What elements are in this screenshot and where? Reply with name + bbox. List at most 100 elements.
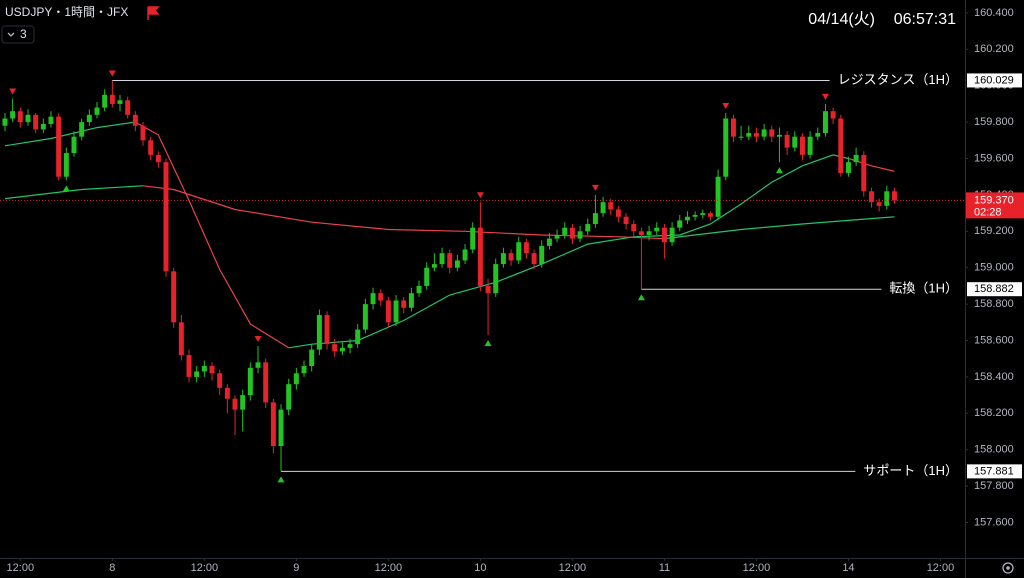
candle-body <box>807 136 813 155</box>
candle-body <box>332 344 338 352</box>
candle-body <box>861 154 867 192</box>
level-price-box <box>967 73 1022 88</box>
y-tick-label: 158.800 <box>974 298 1014 310</box>
candle-body <box>523 242 529 254</box>
candle-body <box>71 136 77 154</box>
y-tick-label: 157.800 <box>974 480 1014 492</box>
candle-body <box>316 315 322 350</box>
candle-body <box>761 129 767 137</box>
candle-body <box>592 213 598 225</box>
candle-body <box>232 398 238 410</box>
y-tick-label: 159.000 <box>974 262 1014 274</box>
candle-body <box>370 293 376 305</box>
countdown: 02:28 <box>974 206 1002 218</box>
y-tick-label: 158.000 <box>974 444 1014 456</box>
y-tick-label: 160.200 <box>974 43 1014 55</box>
candle-body <box>286 384 292 410</box>
candle-body <box>270 402 276 447</box>
pivot-high-marker <box>476 192 484 199</box>
candle-body <box>769 129 775 137</box>
candle-body <box>109 94 115 104</box>
candle-body <box>424 267 430 286</box>
y-tick-label: 158.400 <box>974 371 1014 383</box>
x-tick-label: 12:00 <box>559 562 587 574</box>
candle-body <box>255 362 261 368</box>
candle-body <box>224 387 230 399</box>
y-tick-label: 157.600 <box>974 516 1014 528</box>
candle-body <box>293 373 299 385</box>
candle-body <box>25 114 31 123</box>
candle-body <box>738 136 744 138</box>
candle-body <box>186 355 192 377</box>
candle-body <box>362 304 368 330</box>
candle-body <box>631 224 637 232</box>
candle-body <box>56 116 62 177</box>
candle-body <box>638 231 644 235</box>
candle-body <box>309 349 315 366</box>
date: 04/14(火) <box>808 11 875 28</box>
candle-body <box>684 216 690 221</box>
pivot-high-marker <box>821 93 829 100</box>
candle-body <box>393 300 399 323</box>
candle-body <box>723 118 729 177</box>
level-price: 158.882 <box>974 283 1014 295</box>
flag-icon[interactable] <box>147 6 160 20</box>
settings-button[interactable] <box>1002 562 1014 574</box>
candle-body <box>86 114 92 123</box>
candle-body <box>171 271 177 323</box>
candle-body <box>217 373 223 388</box>
candle-body <box>646 231 652 235</box>
x-tick-label: 12:00 <box>7 562 35 574</box>
x-tick-label: 12:00 <box>191 562 219 574</box>
x-tick-label: 9 <box>293 562 299 574</box>
candle-body <box>33 114 39 130</box>
chevron-icon <box>7 32 15 37</box>
y-tick-label: 159.600 <box>974 152 1014 164</box>
candle-body <box>2 118 8 126</box>
y-tick-label: 158.200 <box>974 407 1014 419</box>
time: 06:57:31 <box>894 11 956 28</box>
candle-body <box>516 242 522 261</box>
candle-body <box>439 253 445 265</box>
candle-body <box>615 209 621 217</box>
indicator-toggle[interactable] <box>1 25 35 44</box>
candle-body <box>378 293 384 301</box>
candle-body <box>94 107 100 115</box>
settings-dot <box>1006 566 1010 570</box>
candle-body <box>500 253 506 265</box>
pivot-low-marker <box>484 340 492 347</box>
candle-body <box>654 227 660 232</box>
candle-body <box>485 285 491 294</box>
candle-body <box>117 100 123 104</box>
level-label: サポート（1H） <box>863 463 958 478</box>
candle-body <box>799 136 805 155</box>
candle-body <box>408 293 414 308</box>
x-tick-label: 14 <box>842 562 854 574</box>
candle-body <box>692 214 698 217</box>
candle-body <box>838 118 844 174</box>
candle-body <box>608 202 614 210</box>
candle-body <box>884 191 890 206</box>
candle-body <box>431 264 437 268</box>
candle-body <box>470 227 476 250</box>
x-tick-label: 10 <box>474 562 486 574</box>
candle-body <box>17 111 23 123</box>
candle-body <box>876 202 882 206</box>
pivot-high-marker <box>254 335 262 342</box>
x-tick-label: 12:00 <box>375 562 403 574</box>
candle-body <box>585 224 591 232</box>
candle-body <box>661 227 667 243</box>
candle-body <box>194 371 200 377</box>
candle-body <box>355 329 361 345</box>
moving-average <box>142 185 665 240</box>
candle-body <box>753 133 759 137</box>
candle-body <box>477 227 483 286</box>
candle-body <box>539 245 545 265</box>
candle-body <box>493 264 499 294</box>
candle-body <box>301 365 307 374</box>
level-price: 160.029 <box>974 74 1014 86</box>
candle-body <box>401 300 407 308</box>
level-label: 転換（1H） <box>889 281 958 296</box>
candle-body <box>263 362 269 403</box>
level-label: レジスタンス（1H） <box>838 72 958 87</box>
